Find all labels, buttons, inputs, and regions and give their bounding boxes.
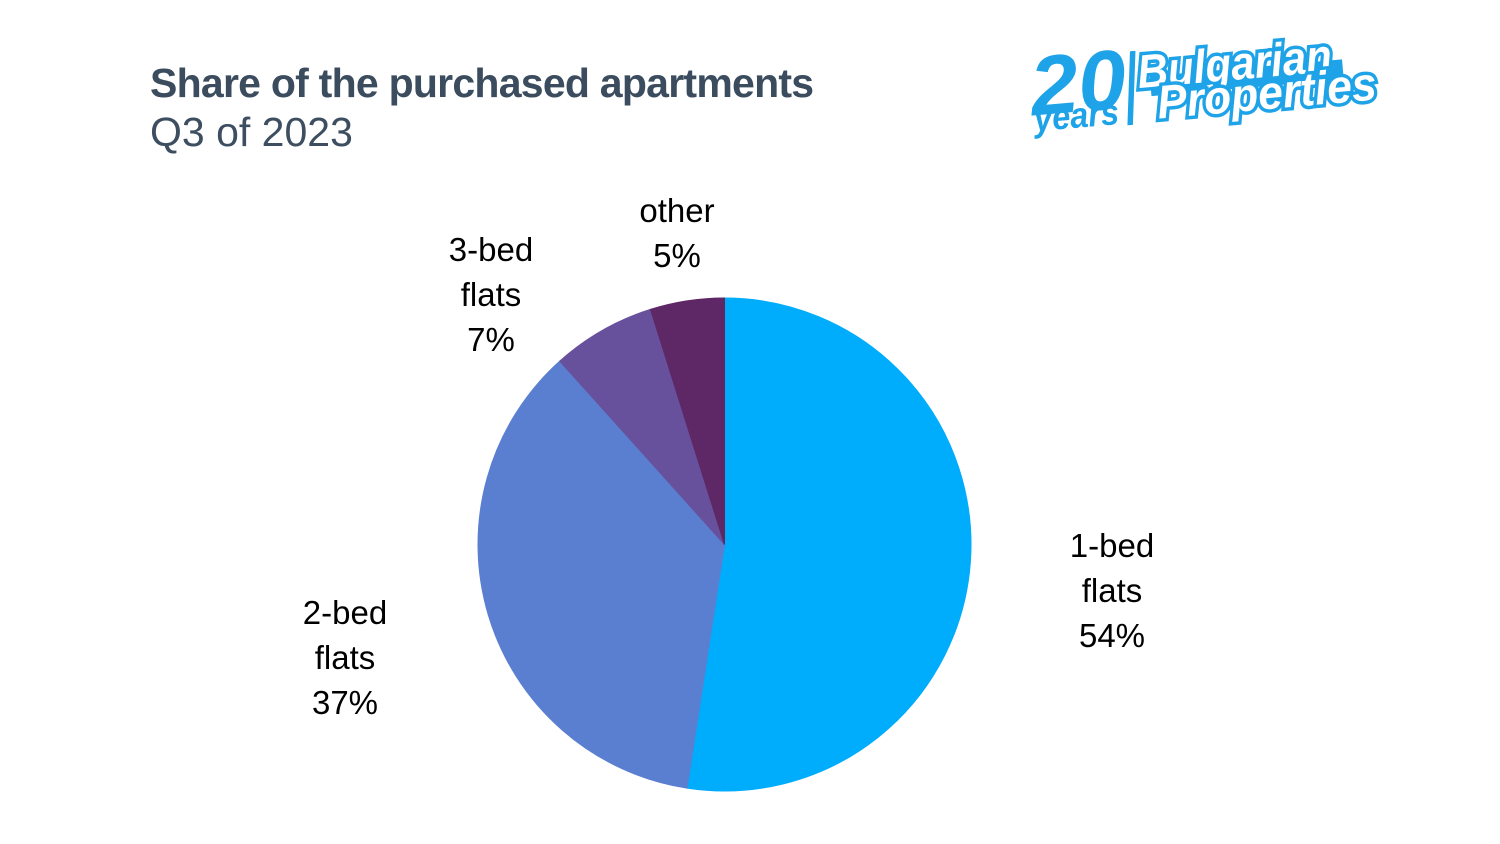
svg-text:20: 20 bbox=[1024, 31, 1130, 133]
svg-text:years: years bbox=[1030, 91, 1120, 139]
